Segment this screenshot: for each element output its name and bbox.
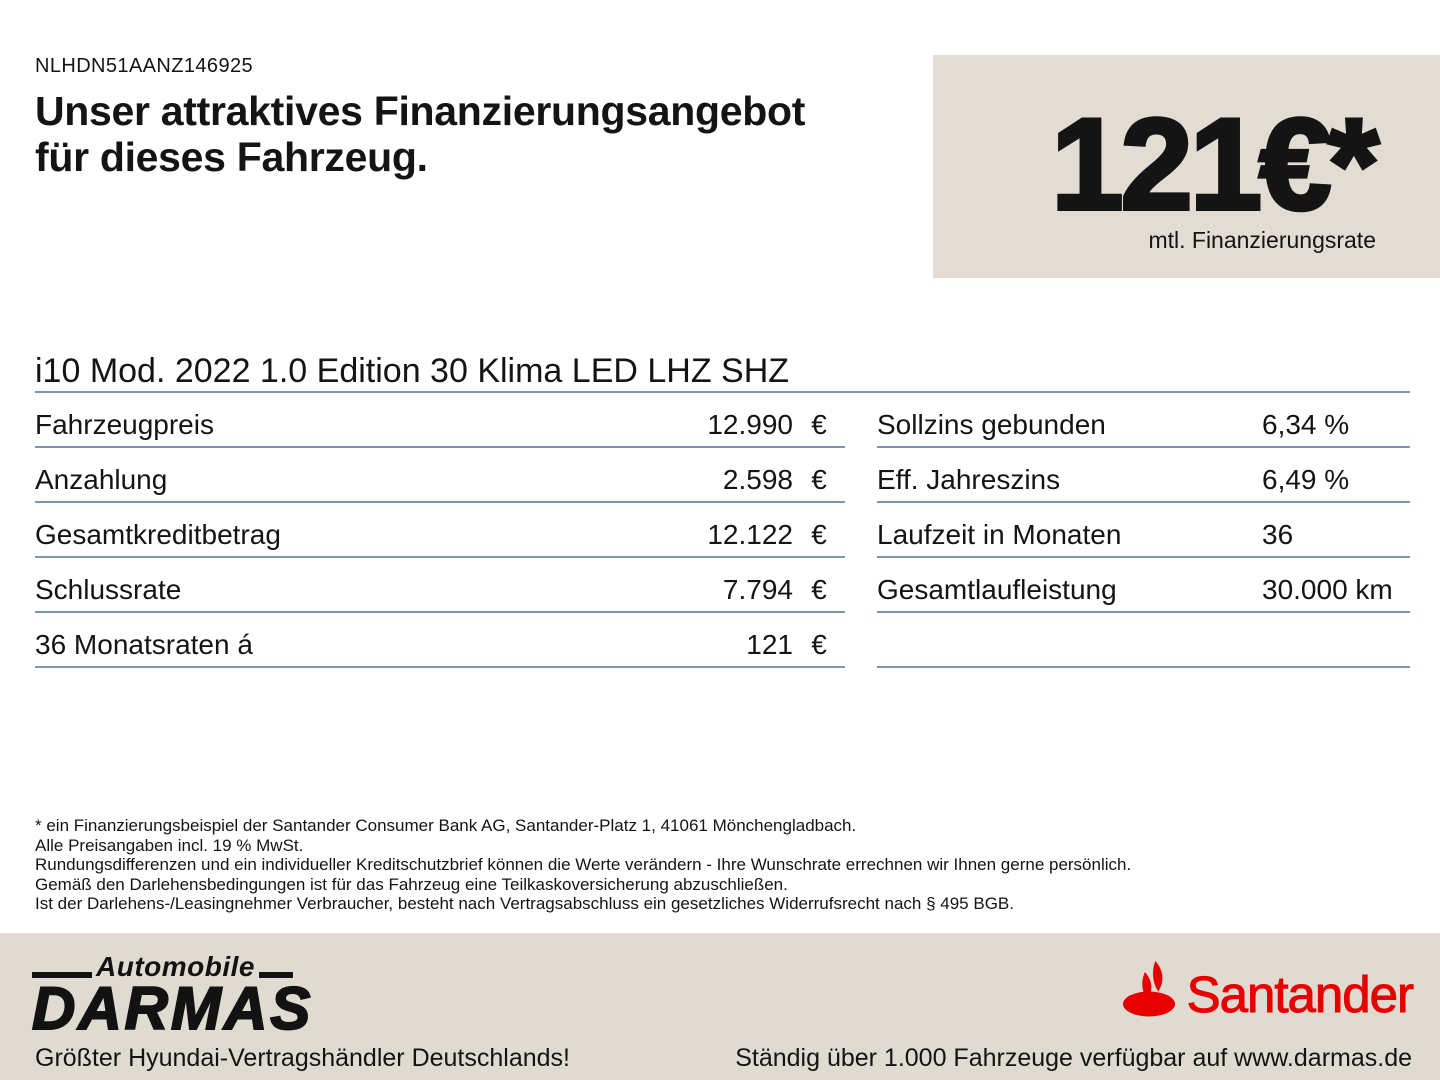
table-row: Schlussrate 7.794 € xyxy=(35,558,845,613)
monthly-rate-box: 121€* mtl. Finanzierungsrate xyxy=(933,55,1440,278)
santander-wordmark: Santander xyxy=(1186,966,1414,1023)
row-label: Laufzeit in Monaten xyxy=(877,519,1122,550)
row-label: Schlussrate xyxy=(35,574,182,605)
row-value: 7.794 xyxy=(722,574,793,605)
row-unit: € xyxy=(811,464,827,495)
row-label: Gesamtkreditbetrag xyxy=(35,519,281,550)
row-value: 2.598 xyxy=(722,464,793,495)
footer-tagline-right: Ständig über 1.000 Fahrzeuge verfügbar a… xyxy=(735,1044,1412,1072)
finance-table-left: Fahrzeugpreis 12.990 € Anzahlung 2.598 €… xyxy=(35,393,845,668)
row-value: 6,34 % xyxy=(1262,409,1350,440)
table-row: Anzahlung 2.598 € xyxy=(35,448,845,503)
finance-table-right: Sollzins gebunden 6,34 % Eff. Jahreszins… xyxy=(877,393,1410,668)
disclaimer: * ein Finanzierungsbeispiel der Santande… xyxy=(35,816,1131,914)
row-unit: € xyxy=(811,519,827,550)
darmas-logo-automobile: Automobile xyxy=(96,951,255,982)
disclaimer-line: Ist der Darlehens-/Leasingnehmer Verbrau… xyxy=(35,894,1014,913)
row-value: 121 xyxy=(746,629,793,660)
footer-tagline-left: Größter Hyundai-Vertragshändler Deutschl… xyxy=(35,1044,570,1072)
row-unit: € xyxy=(811,409,827,440)
row-label: Fahrzeugpreis xyxy=(35,409,214,440)
row-label: 36 Monatsraten á xyxy=(35,629,253,660)
page-title: Unser attraktives Finanzierungsangebot f… xyxy=(35,88,805,181)
santander-flame-icon xyxy=(1122,961,1176,1022)
row-label: Gesamtlaufleistung xyxy=(877,574,1117,605)
darmas-logo-wordmark: DARMAS xyxy=(31,975,314,1042)
disclaimer-line: * ein Finanzierungsbeispiel der Santande… xyxy=(35,816,857,835)
table-row: Fahrzeugpreis 12.990 € xyxy=(35,393,845,448)
row-unit: € xyxy=(811,629,827,660)
monthly-rate-amount: 121€* xyxy=(1049,91,1381,237)
disclaimer-line: Rundungsdifferenzen und ein individuelle… xyxy=(35,855,1132,874)
monthly-rate-caption: mtl. Finanzierungsrate xyxy=(1148,227,1376,253)
darmas-logo: Automobile DARMAS xyxy=(31,951,314,1042)
table-row: 36 Monatsraten á 121 € xyxy=(35,613,845,668)
row-label: Sollzins gebunden xyxy=(877,409,1106,440)
row-label: Anzahlung xyxy=(35,464,168,495)
darmas-dash-left xyxy=(32,972,92,978)
footer: Automobile DARMAS Santander Größter Hyun… xyxy=(0,933,1440,1080)
page-title-line1: Unser attraktives Finanzierungsangebot xyxy=(35,88,806,134)
vin-number: NLHDN51AANZ146925 xyxy=(35,55,254,77)
row-value: 6,49 % xyxy=(1262,464,1350,495)
page-title-line2: für dieses Fahrzeug. xyxy=(35,134,428,181)
disclaimer-line: Gemäß den Darlehensbedingungen ist für d… xyxy=(35,874,788,894)
disclaimer-line: Alle Preisangaben incl. 19 % MwSt. xyxy=(35,835,304,855)
darmas-dash-right xyxy=(259,972,293,978)
vehicle-title: i10 Mod. 2022 1.0 Edition 30 Klima LED L… xyxy=(35,352,1410,393)
row-value: 36 xyxy=(1262,519,1294,550)
row-unit: € xyxy=(811,574,827,605)
row-value: 12.990 xyxy=(707,409,793,440)
table-row xyxy=(877,613,1410,668)
row-label: Eff. Jahreszins xyxy=(877,464,1061,495)
santander-logo: Santander xyxy=(1122,961,1415,1023)
row-value: 12.122 xyxy=(707,519,793,550)
row-value: 30.000 km xyxy=(1262,574,1393,605)
table-row: Gesamtkreditbetrag 12.122 € xyxy=(35,503,845,558)
table-row: Gesamtlaufleistung 30.000 km xyxy=(877,558,1410,613)
table-row: Sollzins gebunden 6,34 % xyxy=(877,393,1410,448)
darmas-logo-top: Automobile xyxy=(32,951,313,983)
table-row: Eff. Jahreszins 6,49 % xyxy=(877,448,1410,503)
table-row: Laufzeit in Monaten 36 xyxy=(877,503,1410,558)
